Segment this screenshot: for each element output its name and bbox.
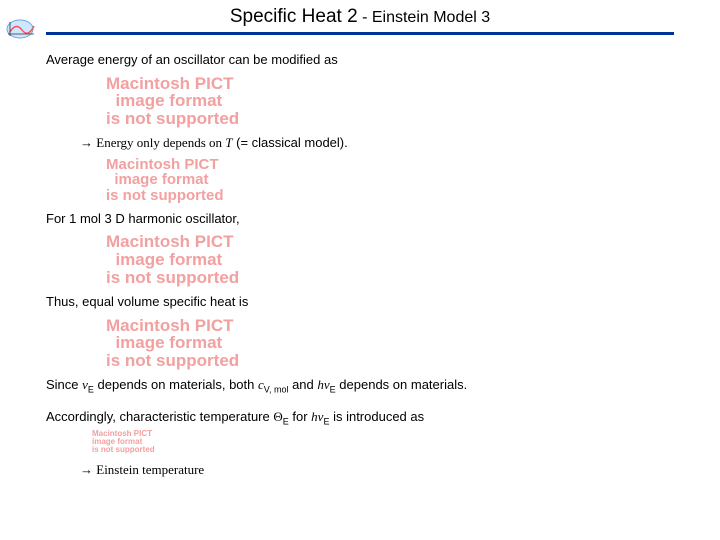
title-sub: Einstein Model 3 [372, 9, 490, 26]
var-hnu-1: hν [317, 377, 329, 392]
arrow-icon-2: → Einstein temperature [80, 462, 204, 477]
line-specific-heat: Thus, equal volume specific heat is [46, 293, 674, 311]
slide-title: Specific Heat 2 - Einstein Model 3 [230, 6, 490, 28]
text-for: for [289, 409, 311, 424]
pict-placeholder-2: Macintosh PICT image format is not suppo… [106, 157, 674, 204]
title-sep: - [358, 9, 372, 26]
text-depends-2: depends on materials. [336, 377, 468, 392]
text-classical: (= classical model). [233, 135, 348, 150]
text-accordingly: Accordingly, characteristic temperature [46, 409, 273, 424]
sub-vmol: V, mol [264, 385, 289, 395]
text-depends-1: depends on materials, both [94, 377, 258, 392]
title-main: Specific Heat 2 [230, 6, 358, 27]
text-introduced: is introduced as [329, 409, 424, 424]
line-energy-depends: → Energy only depends on T (= classical … [80, 134, 674, 152]
pict-placeholder-5: Macintosh PICT image format is not suppo… [92, 430, 674, 455]
pict-placeholder-4: Macintosh PICT image format is not suppo… [106, 317, 674, 371]
text-since: Since [46, 377, 82, 392]
line-1mol: For 1 mol 3 D harmonic oscillator, [46, 210, 674, 228]
slide-body: Average energy of an oscillator can be m… [0, 35, 720, 478]
slide-title-wrap: Specific Heat 2 - Einstein Model 3 [0, 0, 720, 28]
text-and: and [288, 377, 317, 392]
pict-placeholder-1: Macintosh PICT image format is not suppo… [106, 75, 674, 129]
line-accordingly: Accordingly, characteristic temperature … [46, 408, 674, 428]
arrow-icon: → Energy only depends on [80, 135, 225, 150]
slide-logo [6, 18, 38, 40]
var-theta: Θ [273, 409, 282, 424]
line-avg-energy: Average energy of an oscillator can be m… [46, 51, 674, 69]
line-einstein-temp: → Einstein temperature [80, 461, 674, 479]
var-hnu-2: hν [311, 409, 323, 424]
line-since-nuE: Since νE depends on materials, both cV, … [46, 376, 674, 396]
pict-placeholder-3: Macintosh PICT image format is not suppo… [106, 233, 674, 287]
var-T: T [225, 135, 232, 150]
